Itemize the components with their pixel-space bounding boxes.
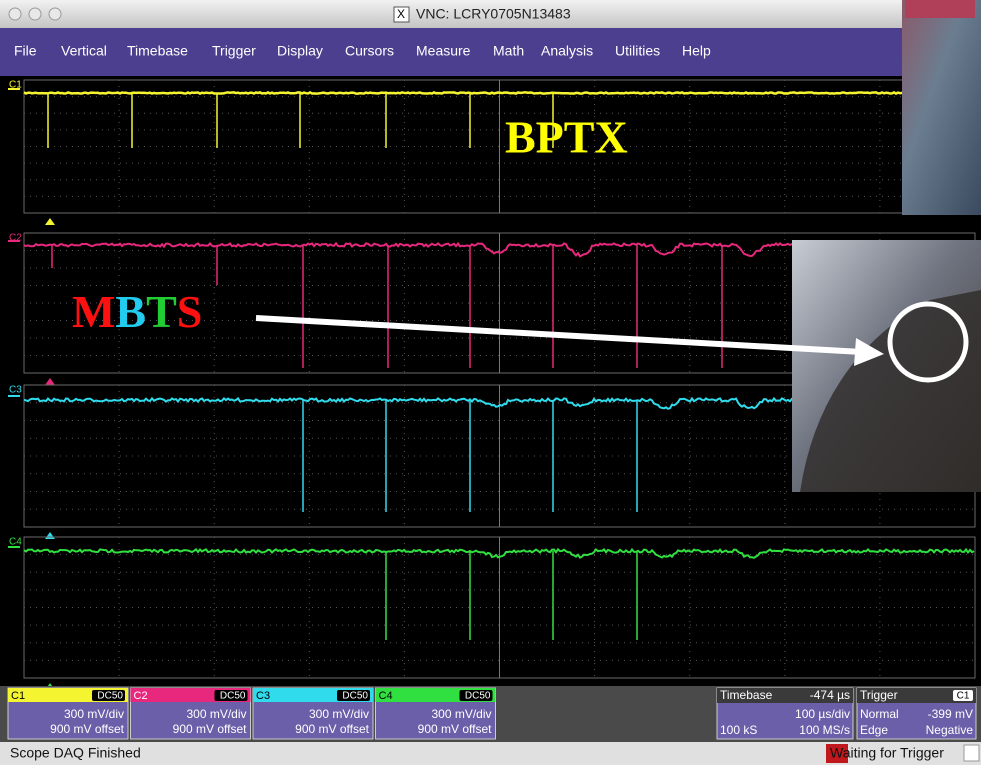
photo-bptx [902, 0, 981, 215]
channel-name: C3 [256, 690, 270, 702]
volts-per-div: 300 mV/div [431, 707, 491, 721]
trigger-source: C1 [957, 691, 970, 702]
channel-tag: C1 [9, 80, 22, 91]
volts-per-div: 300 mV/div [64, 707, 124, 721]
highlight-circle [887, 301, 969, 383]
trigger-label: Trigger [860, 688, 898, 702]
timebase-rate: 100 MS/s [799, 723, 850, 737]
coupling-badge [214, 690, 248, 701]
photo-detail [905, 0, 975, 18]
menu-item[interactable]: Cursors [345, 43, 394, 59]
channel-tag: C4 [9, 537, 22, 548]
menu-item[interactable]: Math [493, 43, 524, 59]
coupling: DC50 [465, 691, 491, 702]
title-bar [0, 0, 981, 28]
timebase-delay: -474 µs [810, 688, 850, 702]
menu-item[interactable]: Analysis [541, 43, 593, 59]
menu-item[interactable]: File [14, 43, 37, 59]
close-button[interactable] [8, 7, 22, 21]
trigger-status: Waiting for Trigger [830, 745, 944, 761]
timebase-label: Timebase [720, 688, 773, 702]
offset: 900 mV offset [173, 722, 247, 736]
trigger-mode: Normal [860, 707, 899, 721]
coupling: DC50 [97, 691, 123, 702]
trigger-marker [45, 378, 55, 385]
bptx-label: BPTX [505, 112, 628, 163]
trace [23, 90, 975, 96]
trigger-source-badge [953, 690, 973, 701]
status-text: Scope DAQ Finished [10, 745, 141, 761]
timebase-header [717, 688, 853, 703]
x-glyph: X [397, 7, 405, 21]
menu-item[interactable]: Measure [416, 43, 471, 59]
status-indicator [826, 744, 848, 763]
mbts-label: MBTS [72, 286, 202, 337]
menu-item[interactable]: Help [682, 43, 711, 59]
coupling-badge [92, 690, 125, 701]
x-icon [393, 6, 410, 23]
window-title: VNC: LCRY0705N13483 [416, 6, 571, 22]
trigger-header [857, 688, 976, 703]
offset: 900 mV offset [295, 722, 369, 736]
menu-bar [0, 28, 981, 76]
trigger-slope: Negative [926, 723, 974, 737]
channel-tag: C2 [9, 233, 22, 244]
offset: 900 mV offset [50, 722, 124, 736]
menu-item[interactable]: Display [277, 43, 323, 59]
volts-per-div: 300 mV/div [186, 707, 246, 721]
coupling: DC50 [342, 691, 368, 702]
minimize-button[interactable] [28, 7, 42, 21]
menu-item[interactable]: Vertical [61, 43, 107, 59]
coupling: DC50 [220, 691, 246, 702]
timebase-samples: 100 kS [720, 723, 757, 737]
trigger-type: Edge [860, 723, 888, 737]
trace [23, 547, 975, 559]
timebase-scale: 100 µs/div [795, 707, 850, 721]
channel-tag: C3 [9, 385, 22, 396]
zoom-button[interactable] [48, 7, 62, 21]
arrow-head [854, 338, 884, 366]
trigger-level: -399 mV [928, 707, 973, 721]
menu-item[interactable]: Utilities [615, 43, 660, 59]
coupling-badge [459, 690, 493, 701]
menu-item[interactable]: Trigger [212, 43, 256, 59]
channel-name: C4 [379, 690, 393, 702]
status-bar [0, 742, 981, 765]
offset: 900 mV offset [418, 722, 492, 736]
menu-item[interactable]: Timebase [127, 43, 188, 59]
resize-grip[interactable] [963, 744, 980, 762]
coupling-badge [337, 690, 370, 701]
volts-per-div: 300 mV/div [309, 707, 369, 721]
trigger-marker [45, 218, 55, 225]
arrow-line [255, 315, 863, 355]
photo-detector [800, 290, 981, 492]
channel-name: C1 [11, 690, 25, 702]
channel-name: C2 [134, 690, 148, 702]
